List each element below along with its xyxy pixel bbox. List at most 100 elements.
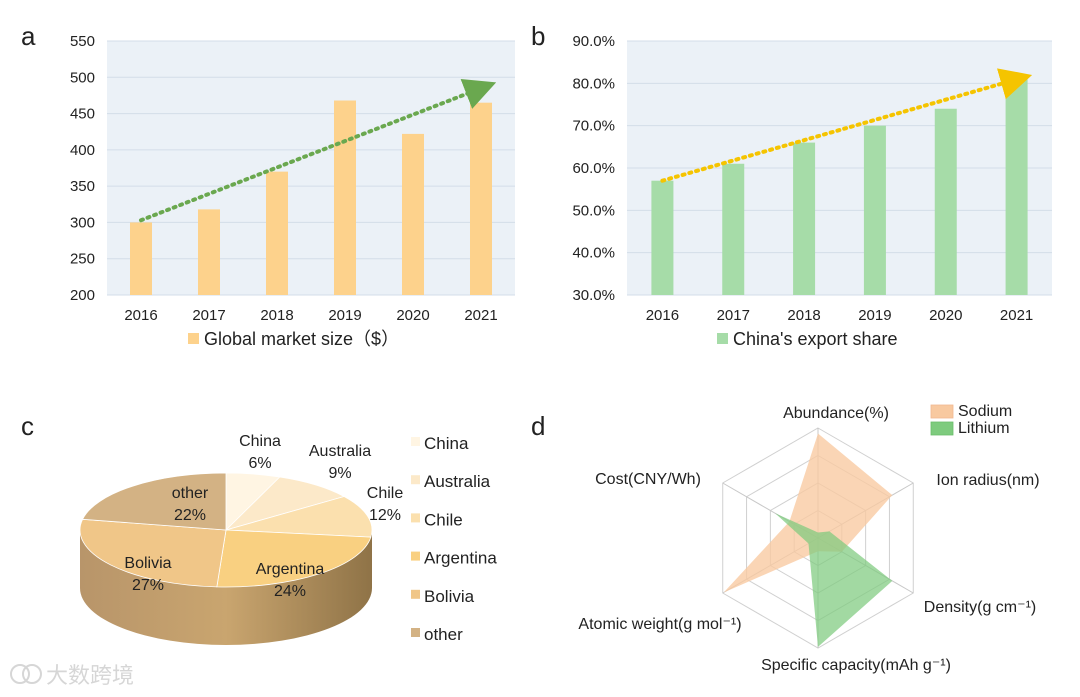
pie-slice bbox=[81, 472, 227, 531]
y-tick-label: 250 bbox=[70, 251, 95, 268]
y-tick-label: 80.0% bbox=[572, 75, 615, 92]
bar bbox=[198, 209, 220, 295]
x-tick-label: 2018 bbox=[787, 307, 820, 324]
radar-legend-swatch bbox=[930, 404, 954, 419]
pie-slice-name: Argentina bbox=[256, 561, 325, 578]
panel-a-legend-label: Global market size（$） bbox=[204, 329, 399, 349]
panel-b-trend-arrow bbox=[660, 68, 1033, 183]
panel-a-gridlines bbox=[107, 40, 515, 296]
bar bbox=[334, 100, 356, 295]
bar bbox=[1005, 79, 1028, 295]
pie-labels: China 6% Australia 9% Chile 12% Argentina 24% Bo… bbox=[124, 433, 403, 600]
pie-legend-label: China bbox=[424, 434, 469, 453]
pie-legend-swatch bbox=[411, 551, 420, 561]
panel-a-legend-swatch bbox=[188, 333, 199, 344]
panel-b-x-axis: 2016 2017 2018 2019 2020 2021 bbox=[646, 307, 1034, 324]
pie-legend-label: Chile bbox=[424, 510, 463, 529]
panel-d-radar-chart: Abundance(%) Ion radius(nm) Density(g cm⁻¹… bbox=[578, 403, 1039, 674]
x-tick-label: 2020 bbox=[396, 307, 429, 324]
x-tick-label: 2016 bbox=[646, 307, 679, 324]
watermark: 大数跨境 bbox=[10, 663, 134, 688]
panel-b-legend-label: China's export share bbox=[733, 329, 898, 349]
radar-series-lithium bbox=[775, 513, 893, 647]
panel-label-c: c bbox=[21, 411, 34, 441]
bar bbox=[793, 142, 816, 295]
panel-label-a: a bbox=[21, 21, 36, 51]
pie-legend-swatch bbox=[411, 475, 420, 485]
radar-axis-label: Cost(CNY/Wh) bbox=[595, 471, 701, 488]
panel-b-y-axis: 30.0% 40.0% 50.0% 60.0% 70.0% 80.0% 90.0% bbox=[572, 33, 615, 304]
pie-slice-percent: 6% bbox=[248, 455, 271, 472]
x-tick-label: 2017 bbox=[192, 307, 225, 324]
x-tick-label: 2019 bbox=[858, 307, 891, 324]
pie-slice-name: Chile bbox=[367, 485, 404, 502]
panel-b-gridlines bbox=[627, 40, 1052, 296]
radar-axis-label: Specific capacity(mAh g⁻¹) bbox=[761, 657, 951, 674]
pie-legend-label: other bbox=[424, 625, 463, 644]
watermark-logo-icon bbox=[10, 664, 30, 684]
y-tick-label: 200 bbox=[70, 287, 95, 304]
pie-slice bbox=[225, 496, 373, 538]
pie-slice-percent: 12% bbox=[369, 507, 401, 524]
radar-series-sodium bbox=[723, 433, 893, 593]
pie-slice bbox=[79, 518, 227, 588]
y-tick-label: 550 bbox=[70, 33, 95, 50]
y-tick-label: 30.0% bbox=[572, 287, 615, 304]
panel-a-x-axis: 2016 2017 2018 2019 2020 2021 bbox=[124, 307, 497, 324]
pie-slice-percent: 24% bbox=[274, 583, 306, 600]
pie-legend: China Australia Chile Argentina Bolivia other bbox=[411, 434, 497, 644]
x-tick-label: 2021 bbox=[464, 307, 497, 324]
pie-slice bbox=[225, 476, 346, 531]
radar-axis-labels: Abundance(%) Ion radius(nm) Density(g cm⁻¹… bbox=[578, 405, 1039, 674]
y-tick-label: 70.0% bbox=[572, 118, 615, 135]
x-tick-label: 2018 bbox=[260, 307, 293, 324]
y-tick-label: 50.0% bbox=[572, 202, 615, 219]
pie-legend-swatch bbox=[411, 628, 420, 637]
panel-b-legend-swatch bbox=[717, 333, 728, 344]
radar-axis-label: Abundance(%) bbox=[783, 405, 889, 422]
x-tick-label: 2021 bbox=[1000, 307, 1033, 324]
pie-legend-swatch bbox=[411, 513, 420, 523]
radar-series bbox=[723, 433, 893, 647]
radar-axis-label: Ion radius(nm) bbox=[936, 472, 1039, 489]
panel-a-trend-arrow bbox=[139, 79, 497, 223]
bar bbox=[722, 163, 745, 295]
panel-label-d: d bbox=[531, 411, 545, 441]
radar-legend-label: Lithium bbox=[958, 420, 1010, 437]
radar-axis-label: Atomic weight(g mol⁻¹) bbox=[578, 616, 741, 633]
pie-legend-swatch bbox=[411, 437, 420, 446]
pie-legend-swatch bbox=[411, 589, 420, 599]
pie-slice-name: Australia bbox=[309, 443, 371, 460]
radar-legend-swatch bbox=[930, 421, 954, 436]
watermark-logo-icon-2 bbox=[22, 664, 42, 684]
bar bbox=[130, 222, 152, 295]
pie-legend-label: Bolivia bbox=[424, 587, 475, 606]
bar bbox=[266, 171, 288, 295]
panel-c-pie-chart: China 6% Australia 9% Chile 12% Argentina 24% Bo… bbox=[79, 433, 497, 645]
y-tick-label: 300 bbox=[70, 214, 95, 231]
pie-slice-percent: 27% bbox=[132, 577, 164, 594]
panel-label-b: b bbox=[531, 21, 545, 51]
bar bbox=[402, 133, 424, 295]
panel-b-bar-chart: 30.0% 40.0% 50.0% 60.0% 70.0% 80.0% 90.0% 2016… bbox=[572, 33, 1052, 349]
y-tick-label: 350 bbox=[70, 178, 95, 195]
pie-slice-percent: 22% bbox=[174, 507, 206, 524]
pie-slice-percent: 9% bbox=[328, 465, 351, 482]
bar bbox=[651, 180, 674, 295]
pie-slice bbox=[216, 529, 372, 588]
pie-slice-name: other bbox=[172, 485, 209, 502]
pie-3d-side bbox=[80, 530, 372, 645]
y-tick-label: 400 bbox=[70, 142, 95, 159]
y-tick-label: 500 bbox=[70, 69, 95, 86]
x-tick-label: 2019 bbox=[328, 307, 361, 324]
x-tick-label: 2017 bbox=[717, 307, 750, 324]
watermark-text: 大数跨境 bbox=[46, 663, 134, 688]
pie-slice-name: China bbox=[239, 433, 281, 450]
pie-slice-name: Bolivia bbox=[124, 555, 171, 572]
radar-legend-label: Sodium bbox=[958, 403, 1012, 420]
panel-b-bars bbox=[651, 79, 1028, 296]
y-tick-label: 450 bbox=[70, 106, 95, 123]
